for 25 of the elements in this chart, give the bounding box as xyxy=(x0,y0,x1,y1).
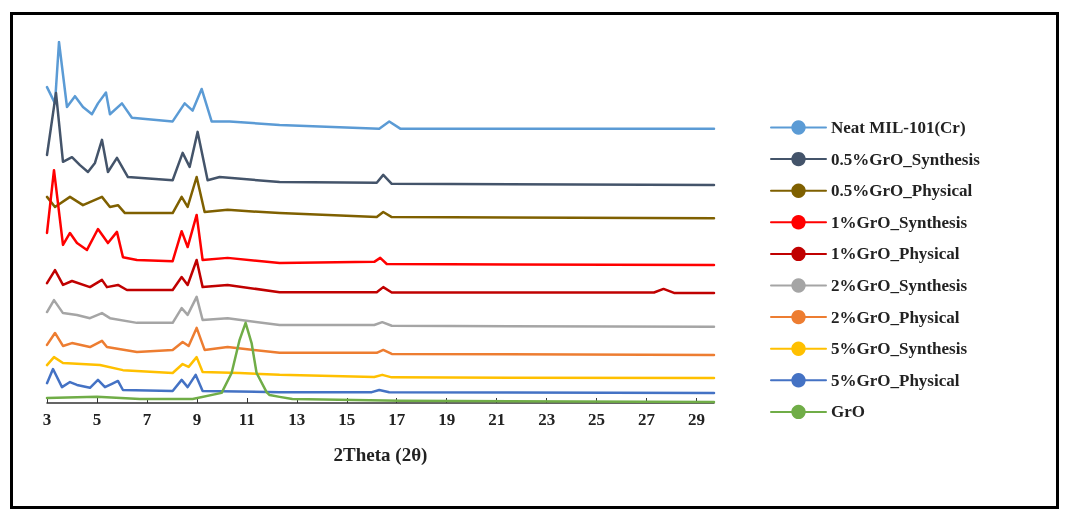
x-tick-label: 23 xyxy=(538,410,556,429)
legend-label: 1%GrO_Physical xyxy=(831,244,960,264)
x-tick-label: 17 xyxy=(388,410,406,429)
legend-label: 5%GrO_Synthesis xyxy=(831,339,968,359)
legend-label: 1%GrO_Synthesis xyxy=(831,212,968,232)
x-tick-label: 29 xyxy=(688,410,706,429)
x-tick-label: 19 xyxy=(438,410,456,429)
x-tick-label: 5 xyxy=(92,410,102,429)
legend-label: Neat MIL-101(Cr) xyxy=(831,118,966,137)
x-tick-label: 3 xyxy=(42,410,52,429)
x-tick-label: 9 xyxy=(192,410,202,429)
legend-label: 2%GrO_Synthesis xyxy=(831,276,968,295)
x-tick-label: 21 xyxy=(488,410,506,429)
legend-label: 2%GrO_Physical xyxy=(831,307,960,327)
legend-label: 0.5%GrO_Synthesis xyxy=(831,149,981,169)
x-tick-label: 15 xyxy=(338,410,356,429)
x-tick-label: 25 xyxy=(588,410,606,429)
x-axis-title: 2Theta (2θ) xyxy=(333,444,428,466)
x-tick-label: 27 xyxy=(638,410,656,429)
legend-label: GrO xyxy=(831,402,865,422)
x-tick-label: 7 xyxy=(142,410,152,429)
x-tick-label: 13 xyxy=(288,410,306,429)
legend-label: 5%GrO_Physical xyxy=(831,370,960,390)
legend-label: 0.5%GrO_Physical xyxy=(831,181,973,201)
x-tick-label: 11 xyxy=(238,410,255,429)
